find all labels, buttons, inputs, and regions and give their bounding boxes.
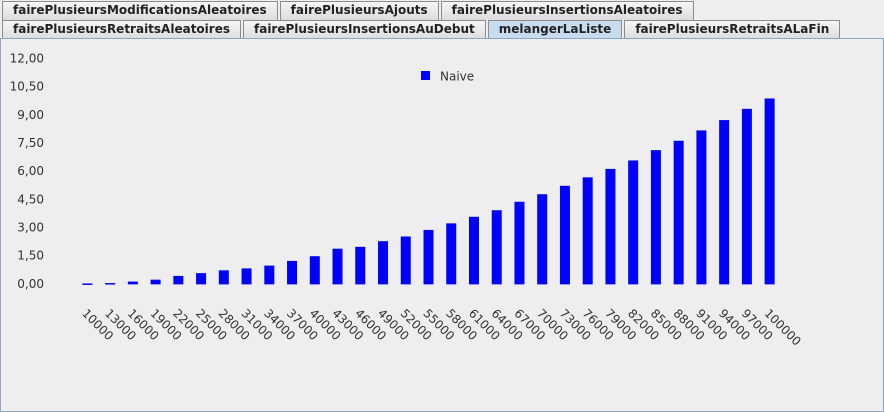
tab[interactable]: fairePlusieursRetraitsALaFin [624,20,841,39]
bar [446,223,457,285]
bar [468,216,479,285]
y-tick-label: 3,00 [17,221,44,235]
y-tick-label: 4,50 [17,192,44,206]
bar [332,248,343,285]
bar [173,275,184,285]
tab-panel [0,38,884,412]
tab-row: fairePlusieursRetraitsAleatoires fairePlu… [2,20,842,39]
bar [491,210,502,285]
y-tick-label: 0,00 [17,277,44,291]
y-tick-label: 9,00 [17,108,44,122]
tab[interactable]: fairePlusieursRetraitsAleatoires [2,20,241,39]
y-tick-label: 6,00 [17,164,44,178]
bar [719,120,730,285]
y-tick-label: 1,50 [17,249,44,263]
bar [105,283,116,285]
legend-label: Naive [440,70,474,84]
bar [696,130,707,285]
y-tick-label: 10,50 [10,80,44,94]
y-tick-label: 12,00 [10,52,44,66]
legend-swatch [421,71,430,80]
bar [628,160,639,285]
bar [196,273,207,285]
bar [127,281,138,285]
bar [309,256,320,285]
bar [605,168,616,285]
bar [264,265,275,285]
tab[interactable]: fairePlusieursModificationsAleatoires [2,1,278,20]
bar [150,279,161,285]
y-tick-label: 7,50 [17,136,44,150]
bar [673,140,684,285]
bar [218,270,229,285]
tab[interactable]: fairePlusieursInsertionsAuDebut [243,20,486,39]
tab[interactable]: fairePlusieursAjouts [279,1,439,20]
bar [764,98,775,285]
bar [355,246,366,285]
bar [241,268,252,285]
bar [582,177,593,285]
bar [741,108,752,285]
tab[interactable]: fairePlusieursInsertionsAleatoires [440,1,694,20]
bar [559,185,570,285]
bar [650,150,661,285]
bar [400,236,411,285]
bar [82,283,93,285]
tab[interactable]: melangerLaListe [487,20,623,39]
bar [537,194,548,285]
tab-row: fairePlusieursModificationsAleatoires fai… [2,1,696,20]
bar [423,229,434,285]
bar [378,241,389,285]
bar [287,260,298,285]
bar [514,201,525,285]
